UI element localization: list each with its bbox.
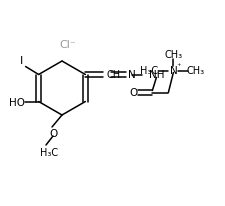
Text: Cl⁻: Cl⁻ xyxy=(60,40,76,50)
Text: CH: CH xyxy=(106,69,121,79)
Text: H₃C: H₃C xyxy=(140,66,158,76)
Text: N: N xyxy=(169,65,177,75)
Text: HO: HO xyxy=(9,97,25,107)
Text: N: N xyxy=(128,70,136,80)
Text: CH₃: CH₃ xyxy=(186,66,205,76)
Text: O: O xyxy=(49,128,57,138)
Text: H₃C: H₃C xyxy=(40,147,58,157)
Text: I: I xyxy=(20,56,23,66)
Text: NH: NH xyxy=(149,70,165,80)
Text: O: O xyxy=(129,88,137,98)
Text: ⁺: ⁺ xyxy=(176,62,181,71)
Text: CH₃: CH₃ xyxy=(164,50,182,60)
